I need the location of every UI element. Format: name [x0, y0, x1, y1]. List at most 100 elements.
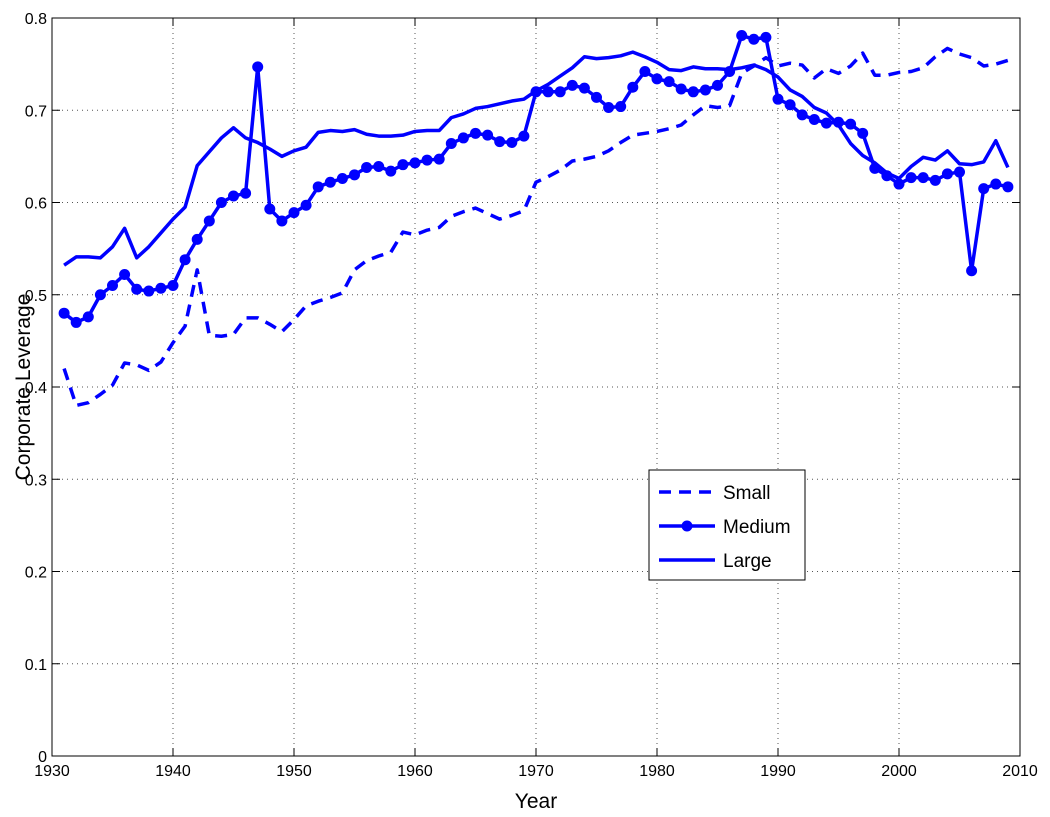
data-point [651, 73, 663, 85]
data-point [784, 99, 796, 111]
data-point [518, 130, 530, 142]
data-point [893, 178, 905, 190]
data-point [554, 86, 566, 98]
y-axis-label: Corporate Leverage [12, 294, 35, 481]
x-tick-label: 2010 [1002, 763, 1038, 780]
data-point [433, 153, 445, 165]
data-point [748, 33, 760, 45]
data-point [687, 86, 699, 98]
y-tick-label: 0 [38, 749, 47, 766]
data-point [409, 157, 421, 169]
legend-label: Small [723, 483, 771, 504]
data-point [264, 203, 276, 215]
data-point [143, 285, 155, 297]
data-point [663, 76, 675, 88]
data-point [820, 117, 832, 129]
data-point [929, 174, 941, 186]
data-point [603, 101, 615, 113]
data-point [470, 127, 481, 139]
data-point [131, 283, 143, 295]
y-tick-label: 0.1 [25, 657, 47, 674]
data-point [772, 93, 784, 105]
data-point [627, 81, 639, 93]
x-tick-label: 1980 [639, 763, 675, 780]
data-point [699, 84, 711, 96]
legend-label: Large [723, 551, 772, 572]
data-point [385, 165, 397, 177]
data-point [349, 169, 360, 181]
plot-frame [51, 17, 1021, 757]
data-point [191, 233, 203, 245]
data-point [421, 154, 433, 166]
data-point [941, 168, 953, 180]
data-point [566, 79, 578, 91]
x-axis-label: Year [515, 790, 557, 813]
x-tick-label: 1950 [276, 763, 312, 780]
data-point [94, 289, 106, 301]
data-point [445, 137, 457, 149]
data-point [615, 101, 627, 113]
data-point [542, 86, 554, 98]
data-point [845, 118, 857, 130]
data-point [107, 280, 118, 292]
legend-marker [681, 520, 693, 532]
data-point [228, 190, 239, 202]
data-point [167, 280, 179, 292]
legend-label: Medium [723, 517, 791, 538]
data-point [675, 83, 687, 95]
x-tick-label: 2000 [881, 763, 917, 780]
data-point [917, 172, 929, 184]
data-point [990, 178, 1002, 190]
data-point [397, 159, 409, 171]
y-tick-label: 0.7 [25, 103, 47, 120]
data-point [324, 176, 336, 188]
data-point [58, 307, 70, 319]
data-point [155, 282, 167, 294]
y-tick-label: 0.3 [25, 472, 47, 489]
x-tick-label: 1930 [34, 763, 70, 780]
data-point [978, 183, 990, 195]
data-point [954, 166, 965, 178]
data-point [312, 181, 324, 193]
data-point [578, 82, 590, 94]
data-point [70, 316, 82, 328]
y-tick-label: 0.8 [25, 11, 47, 28]
data-point [288, 207, 300, 219]
data-point [252, 61, 264, 73]
x-tick-label: 1940 [155, 763, 191, 780]
data-point [276, 215, 288, 227]
data-point [760, 31, 772, 43]
data-point [808, 113, 820, 125]
data-point [1002, 181, 1014, 193]
data-point [966, 265, 978, 277]
data-point [300, 199, 312, 211]
data-point [591, 91, 602, 103]
data-point [240, 187, 252, 199]
x-tick-label: 1960 [397, 763, 433, 780]
x-tick-label: 1970 [518, 763, 554, 780]
y-tick-label: 0.6 [25, 196, 47, 213]
data-point [361, 161, 373, 173]
x-tick-label: 1990 [760, 763, 796, 780]
data-point [482, 129, 494, 141]
data-point [494, 136, 506, 148]
data-point [857, 127, 869, 139]
data-point [119, 268, 131, 280]
data-point [373, 161, 385, 173]
data-point [203, 215, 215, 227]
data-point [736, 30, 748, 42]
data-point [905, 172, 917, 184]
data-point [179, 254, 191, 266]
data-point [457, 132, 469, 144]
y-tick-label: 0.5 [25, 288, 47, 305]
y-tick-label: 0.2 [25, 565, 47, 582]
data-point [796, 109, 808, 121]
data-point [712, 79, 723, 91]
series-line [62, 46, 1009, 408]
data-point [506, 137, 518, 149]
data-point [215, 197, 227, 208]
series-line [63, 50, 1010, 267]
y-tick-label: 0.4 [25, 380, 47, 397]
